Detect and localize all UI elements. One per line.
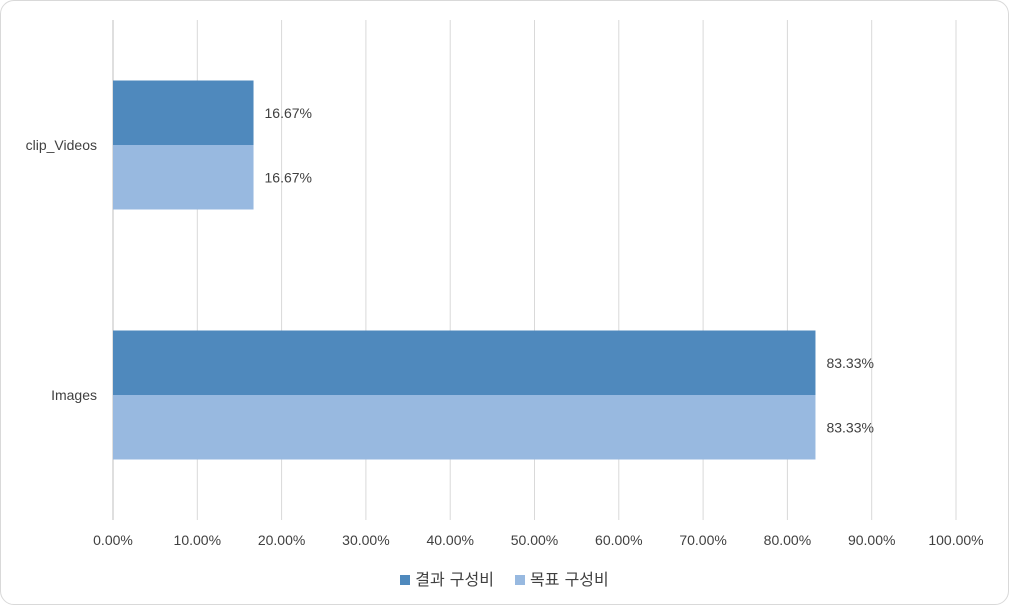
legend-swatch-result	[400, 575, 411, 585]
legend-item-target: 목표 구성비	[515, 566, 609, 590]
legend: 결과 구성비 목표 구성비	[0, 566, 1009, 590]
x-tick-label: 70.00%	[679, 532, 726, 548]
x-tick-label: 100.00%	[928, 532, 983, 548]
data-label: 16.67%	[265, 105, 312, 121]
x-tick-label: 50.00%	[511, 532, 558, 548]
legend-swatch-target	[515, 575, 526, 585]
bar	[113, 395, 816, 460]
x-tick-label: 10.00%	[174, 532, 221, 548]
category-label: clip_Videos	[26, 137, 97, 153]
category-label: Images	[51, 387, 97, 403]
legend-item-result: 결과 구성비	[400, 566, 494, 590]
x-tick-label: 90.00%	[848, 532, 895, 548]
bar	[113, 80, 254, 145]
x-tick-label: 30.00%	[342, 532, 389, 548]
data-label: 83.33%	[826, 419, 873, 435]
x-tick-label: 0.00%	[93, 532, 133, 548]
legend-label-result: 결과 구성비	[415, 570, 494, 589]
bar	[113, 145, 254, 210]
data-label: 83.33%	[826, 355, 873, 371]
data-label: 16.67%	[265, 169, 312, 185]
x-tick-label: 80.00%	[764, 532, 811, 548]
x-tick-label: 60.00%	[595, 532, 642, 548]
x-tick-label: 20.00%	[258, 532, 305, 548]
bar	[113, 330, 816, 395]
legend-label-target: 목표 구성비	[530, 570, 609, 589]
x-tick-label: 40.00%	[426, 532, 473, 548]
